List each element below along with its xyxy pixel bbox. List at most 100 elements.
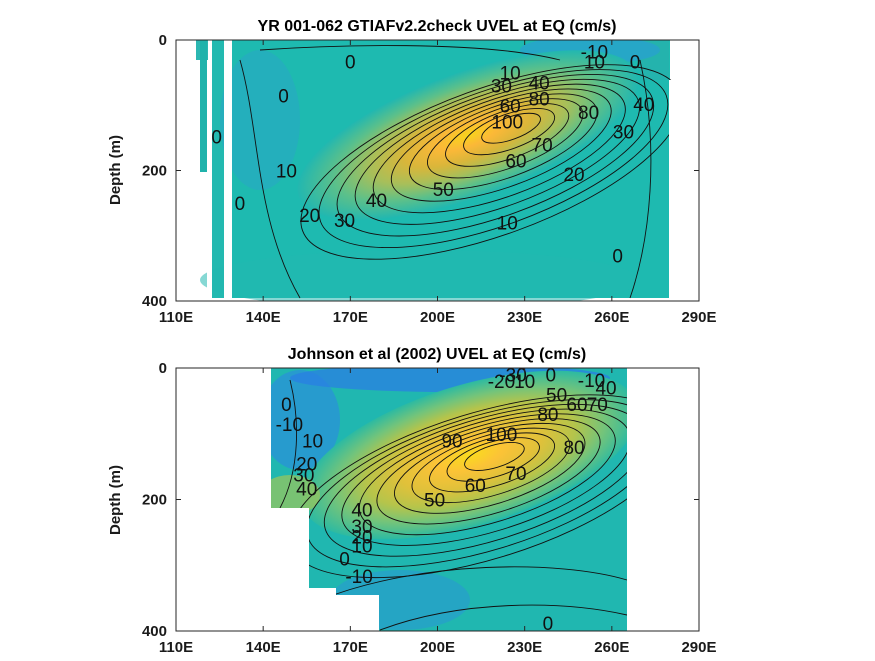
contour-line — [279, 379, 298, 509]
panel2-field-west-blue — [260, 370, 340, 470]
panel1-gap — [669, 80, 699, 301]
panel2-west-warm — [260, 475, 320, 515]
contour-label: 0 — [630, 53, 641, 74]
panel1-gap — [224, 40, 232, 302]
contour-line — [393, 422, 586, 514]
contour-label: 80 — [537, 405, 558, 426]
contour-label: 0 — [345, 53, 356, 74]
panel2-gap — [627, 368, 699, 631]
contour-label: 60 — [505, 152, 526, 173]
y-tick-label: 0 — [159, 32, 167, 49]
contour-line — [408, 93, 598, 191]
panel1-ylabel: Depth (m) — [107, 135, 124, 205]
contour-line — [463, 107, 556, 156]
panel2-gap — [271, 508, 309, 631]
contour-label: 0 — [543, 614, 554, 635]
contour-label: -10 — [276, 415, 303, 436]
contour-label: 50 — [546, 385, 567, 406]
panel1-gap — [196, 60, 200, 302]
x-tick-label: 230E — [507, 309, 542, 326]
panel1-field-west-blue — [220, 50, 300, 190]
contour-label: 60 — [566, 395, 587, 416]
y-tick-label: 0 — [159, 360, 167, 377]
y-tick-label: 200 — [142, 163, 167, 180]
contour-line — [445, 103, 570, 167]
contour-label: 20 — [563, 165, 584, 186]
y-tick-label: 200 — [142, 492, 167, 509]
contour-line — [259, 45, 561, 61]
y-tick-label: 400 — [142, 623, 167, 640]
contour-label: -10 — [578, 371, 605, 392]
x-tick-label: 230E — [507, 639, 542, 656]
contour-line — [390, 88, 612, 202]
x-tick-label: 200E — [420, 309, 455, 326]
contour-label: 10 — [514, 372, 535, 393]
contour-label: 0 — [235, 194, 246, 215]
panel1-deep-teal — [200, 250, 640, 301]
x-tick-label: 170E — [333, 639, 368, 656]
x-tick-label: 200E — [420, 639, 455, 656]
contour-label: 0 — [278, 86, 289, 107]
contour-line — [239, 59, 301, 299]
contour-label: 70 — [532, 135, 553, 156]
contour-label: 40 — [351, 500, 372, 521]
contour-label: 90 — [441, 431, 462, 452]
contour-label: 30 — [491, 77, 512, 98]
panel2-title: Johnson et al (2002) UVEL at EQ (cm/s) — [288, 346, 586, 363]
contour-label: 70 — [505, 464, 526, 485]
contour-line — [427, 98, 584, 179]
contour-line — [481, 112, 541, 144]
contour-line — [429, 432, 556, 493]
contour-label: 0 — [211, 128, 222, 149]
contour-label: 40 — [529, 73, 550, 94]
contour-label: -10 — [345, 567, 372, 588]
contour-label: 10 — [302, 431, 323, 452]
contour-line — [379, 604, 628, 631]
contour-line — [411, 427, 571, 504]
contour-label: 50 — [424, 491, 445, 512]
contour-label: 10 — [276, 162, 297, 183]
panel2-undercurrent-core — [301, 370, 639, 540]
contour-label: 70 — [587, 395, 608, 416]
x-tick-label: 170E — [333, 309, 368, 326]
x-tick-label: 140E — [246, 309, 281, 326]
panel1-undercurrent-core — [297, 50, 639, 220]
contour-line — [446, 437, 540, 482]
panel2-undercurrent — [301, 370, 639, 540]
contour-label: 20 — [296, 454, 317, 475]
contour-label: 40 — [366, 191, 387, 212]
contour-label: 80 — [563, 438, 584, 459]
contour-label: 0 — [281, 395, 292, 416]
contour-label: 60 — [465, 476, 486, 497]
contour-line — [629, 59, 652, 299]
contour-label: 50 — [433, 180, 454, 201]
x-tick-label: 260E — [594, 639, 629, 656]
panel2-gap — [309, 588, 336, 631]
contour-label: 100 — [491, 113, 523, 134]
contour-line — [318, 69, 669, 249]
panel1-gap — [176, 40, 196, 302]
panel1-title: YR 001-062 GTIAFv2.2check UVEL at EQ (cm… — [258, 18, 617, 35]
contour-line — [319, 566, 628, 601]
x-tick-label: 110E — [159, 309, 193, 326]
panel1-field-strip — [200, 40, 207, 172]
contour-label: 20 — [351, 527, 372, 548]
contour-label: 40 — [595, 379, 616, 400]
contour-label: 80 — [529, 90, 550, 111]
contour-label: 40 — [296, 479, 317, 500]
contour-label: 0 — [339, 550, 350, 571]
contour-label: 10 — [500, 64, 521, 85]
contour-label: 30 — [293, 466, 314, 487]
contour-label: 30 — [613, 122, 634, 143]
contour-line — [372, 83, 626, 214]
contour-line — [358, 413, 616, 536]
panel2-gap — [336, 595, 379, 631]
contour-label: 0 — [612, 246, 623, 267]
x-tick-label: 110E — [159, 639, 193, 656]
contour-label: 10 — [497, 214, 518, 235]
contour-line — [336, 73, 655, 237]
